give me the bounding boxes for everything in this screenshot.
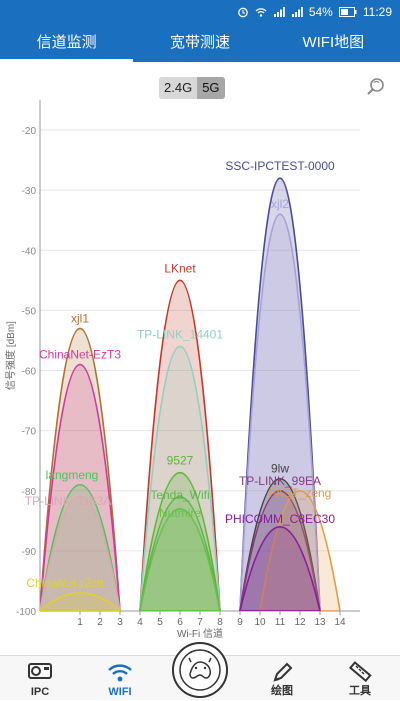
- battery-icon: [338, 7, 357, 17]
- wifi-icon: [108, 664, 132, 682]
- x-tick-label: 1: [77, 617, 83, 628]
- nav-ipc-button[interactable]: IPC: [10, 656, 70, 701]
- network-curve: [40, 364, 121, 611]
- network-curve: [139, 345, 221, 611]
- network-label: Nutmire: [159, 506, 201, 520]
- top-tabs: 信道监测 宽带测速 WIFI地图: [0, 26, 400, 62]
- network-curve: [40, 483, 121, 611]
- signal-icon: [273, 7, 285, 17]
- network-curve: [139, 471, 221, 611]
- nav-ipc-label: IPC: [30, 686, 50, 698]
- network-label: TP-LINK_1163A: [25, 494, 112, 508]
- x-tick-label: 7: [197, 617, 203, 628]
- network-curve: [40, 496, 121, 611]
- band-toggle: 2.4G 5G: [159, 77, 225, 99]
- pencil-icon: [273, 662, 293, 682]
- bear-logo-icon: [179, 649, 221, 691]
- network-label: xjl1: [71, 311, 89, 325]
- y-tick-label: -70: [22, 427, 37, 438]
- network-curve: [40, 327, 121, 611]
- tab-wifi-map[interactable]: WIFI地图: [302, 34, 365, 51]
- network-label: 9527: [167, 454, 194, 468]
- x-tick-label: 14: [334, 617, 346, 628]
- nav-tools-label: 工具: [349, 685, 371, 697]
- y-tick-label: -100: [16, 607, 36, 618]
- x-tick-label: 6: [177, 617, 183, 628]
- y-tick-label: -80: [22, 487, 37, 498]
- x-tick-label: 10: [254, 617, 266, 628]
- x-tick-label: 9: [237, 617, 243, 628]
- camera-icon: [28, 663, 52, 679]
- status-time: 11:29: [362, 5, 392, 19]
- y-tick-label: -50: [22, 306, 37, 317]
- x-tick-label: 11: [275, 617, 286, 628]
- network-label: xjl2: [271, 197, 289, 211]
- network-label: langmeng: [46, 468, 99, 482]
- network-label: TP-LINK_14401: [137, 327, 223, 341]
- nav-wifi-button[interactable]: WIFI: [90, 656, 150, 701]
- network-label: LKnet: [164, 261, 196, 275]
- zoom-reset-icon[interactable]: [365, 76, 387, 98]
- nav-wifi-label: WIFI: [108, 686, 132, 698]
- network-label: TP-LINK_99EA: [239, 474, 321, 488]
- network-label: Tenda_Wifi: [150, 488, 209, 502]
- y-axis-label: 信号强度 [dBm]: [4, 321, 17, 390]
- band-option-2-4g[interactable]: 2.4G: [159, 77, 198, 99]
- network-label: ChinaNet-r2ch: [26, 576, 103, 590]
- nav-draw-label: 绘图: [271, 685, 293, 697]
- network-curve: [239, 526, 321, 611]
- x-tick-label: 12: [294, 617, 306, 628]
- x-tick-label: 4: [137, 617, 143, 628]
- y-tick-label: -90: [22, 547, 37, 558]
- tab-speed-test[interactable]: 宽带测速: [169, 34, 230, 51]
- battery-percent: 54%: [308, 5, 333, 19]
- y-tick-label: -30: [22, 186, 37, 197]
- network-label: SSC-IPCTEST-0000: [225, 159, 335, 173]
- x-tick-label: 13: [314, 617, 326, 628]
- wifi-status-icon: [255, 8, 267, 17]
- status-icons: 54% 11:29: [237, 5, 392, 19]
- y-tick-label: -40: [22, 246, 37, 257]
- ruler-icon: [349, 661, 372, 683]
- network-label: FAST_zeng: [269, 486, 332, 500]
- network-curves: [40, 177, 341, 611]
- network-curve: [139, 496, 221, 611]
- x-tick-label: 3: [117, 617, 123, 628]
- network-curve: [239, 177, 321, 611]
- y-tick-label: -60: [22, 367, 37, 378]
- network-label: PHICOMM_C8EC30: [225, 512, 335, 526]
- x-tick-label: 5: [157, 617, 163, 628]
- tab-channel-monitor[interactable]: 信道监测: [0, 26, 134, 62]
- network-curve: [139, 508, 221, 611]
- x-axis-label: Wi-Fi 信道: [177, 627, 223, 640]
- x-tick-label: 2: [97, 617, 103, 628]
- x-tick-label: 8: [217, 617, 223, 628]
- alarm-icon: [237, 7, 248, 18]
- nav-draw-button[interactable]: 绘图: [252, 656, 312, 701]
- status-bar: 54% 11:29: [0, 0, 400, 26]
- signal-icon-2: [291, 7, 303, 17]
- band-option-5g[interactable]: 5G: [197, 77, 225, 99]
- network-curve: [40, 592, 122, 611]
- network-curve: [239, 490, 321, 611]
- network-label: 9lw: [271, 462, 289, 476]
- nav-tools-button[interactable]: 工具: [330, 656, 390, 701]
- network-label: ChinaNet-EzT3: [39, 348, 121, 362]
- center-logo-button[interactable]: [172, 642, 228, 698]
- y-tick-label: -20: [22, 126, 37, 137]
- network-curve: [139, 279, 221, 611]
- network-curve: [259, 490, 341, 611]
